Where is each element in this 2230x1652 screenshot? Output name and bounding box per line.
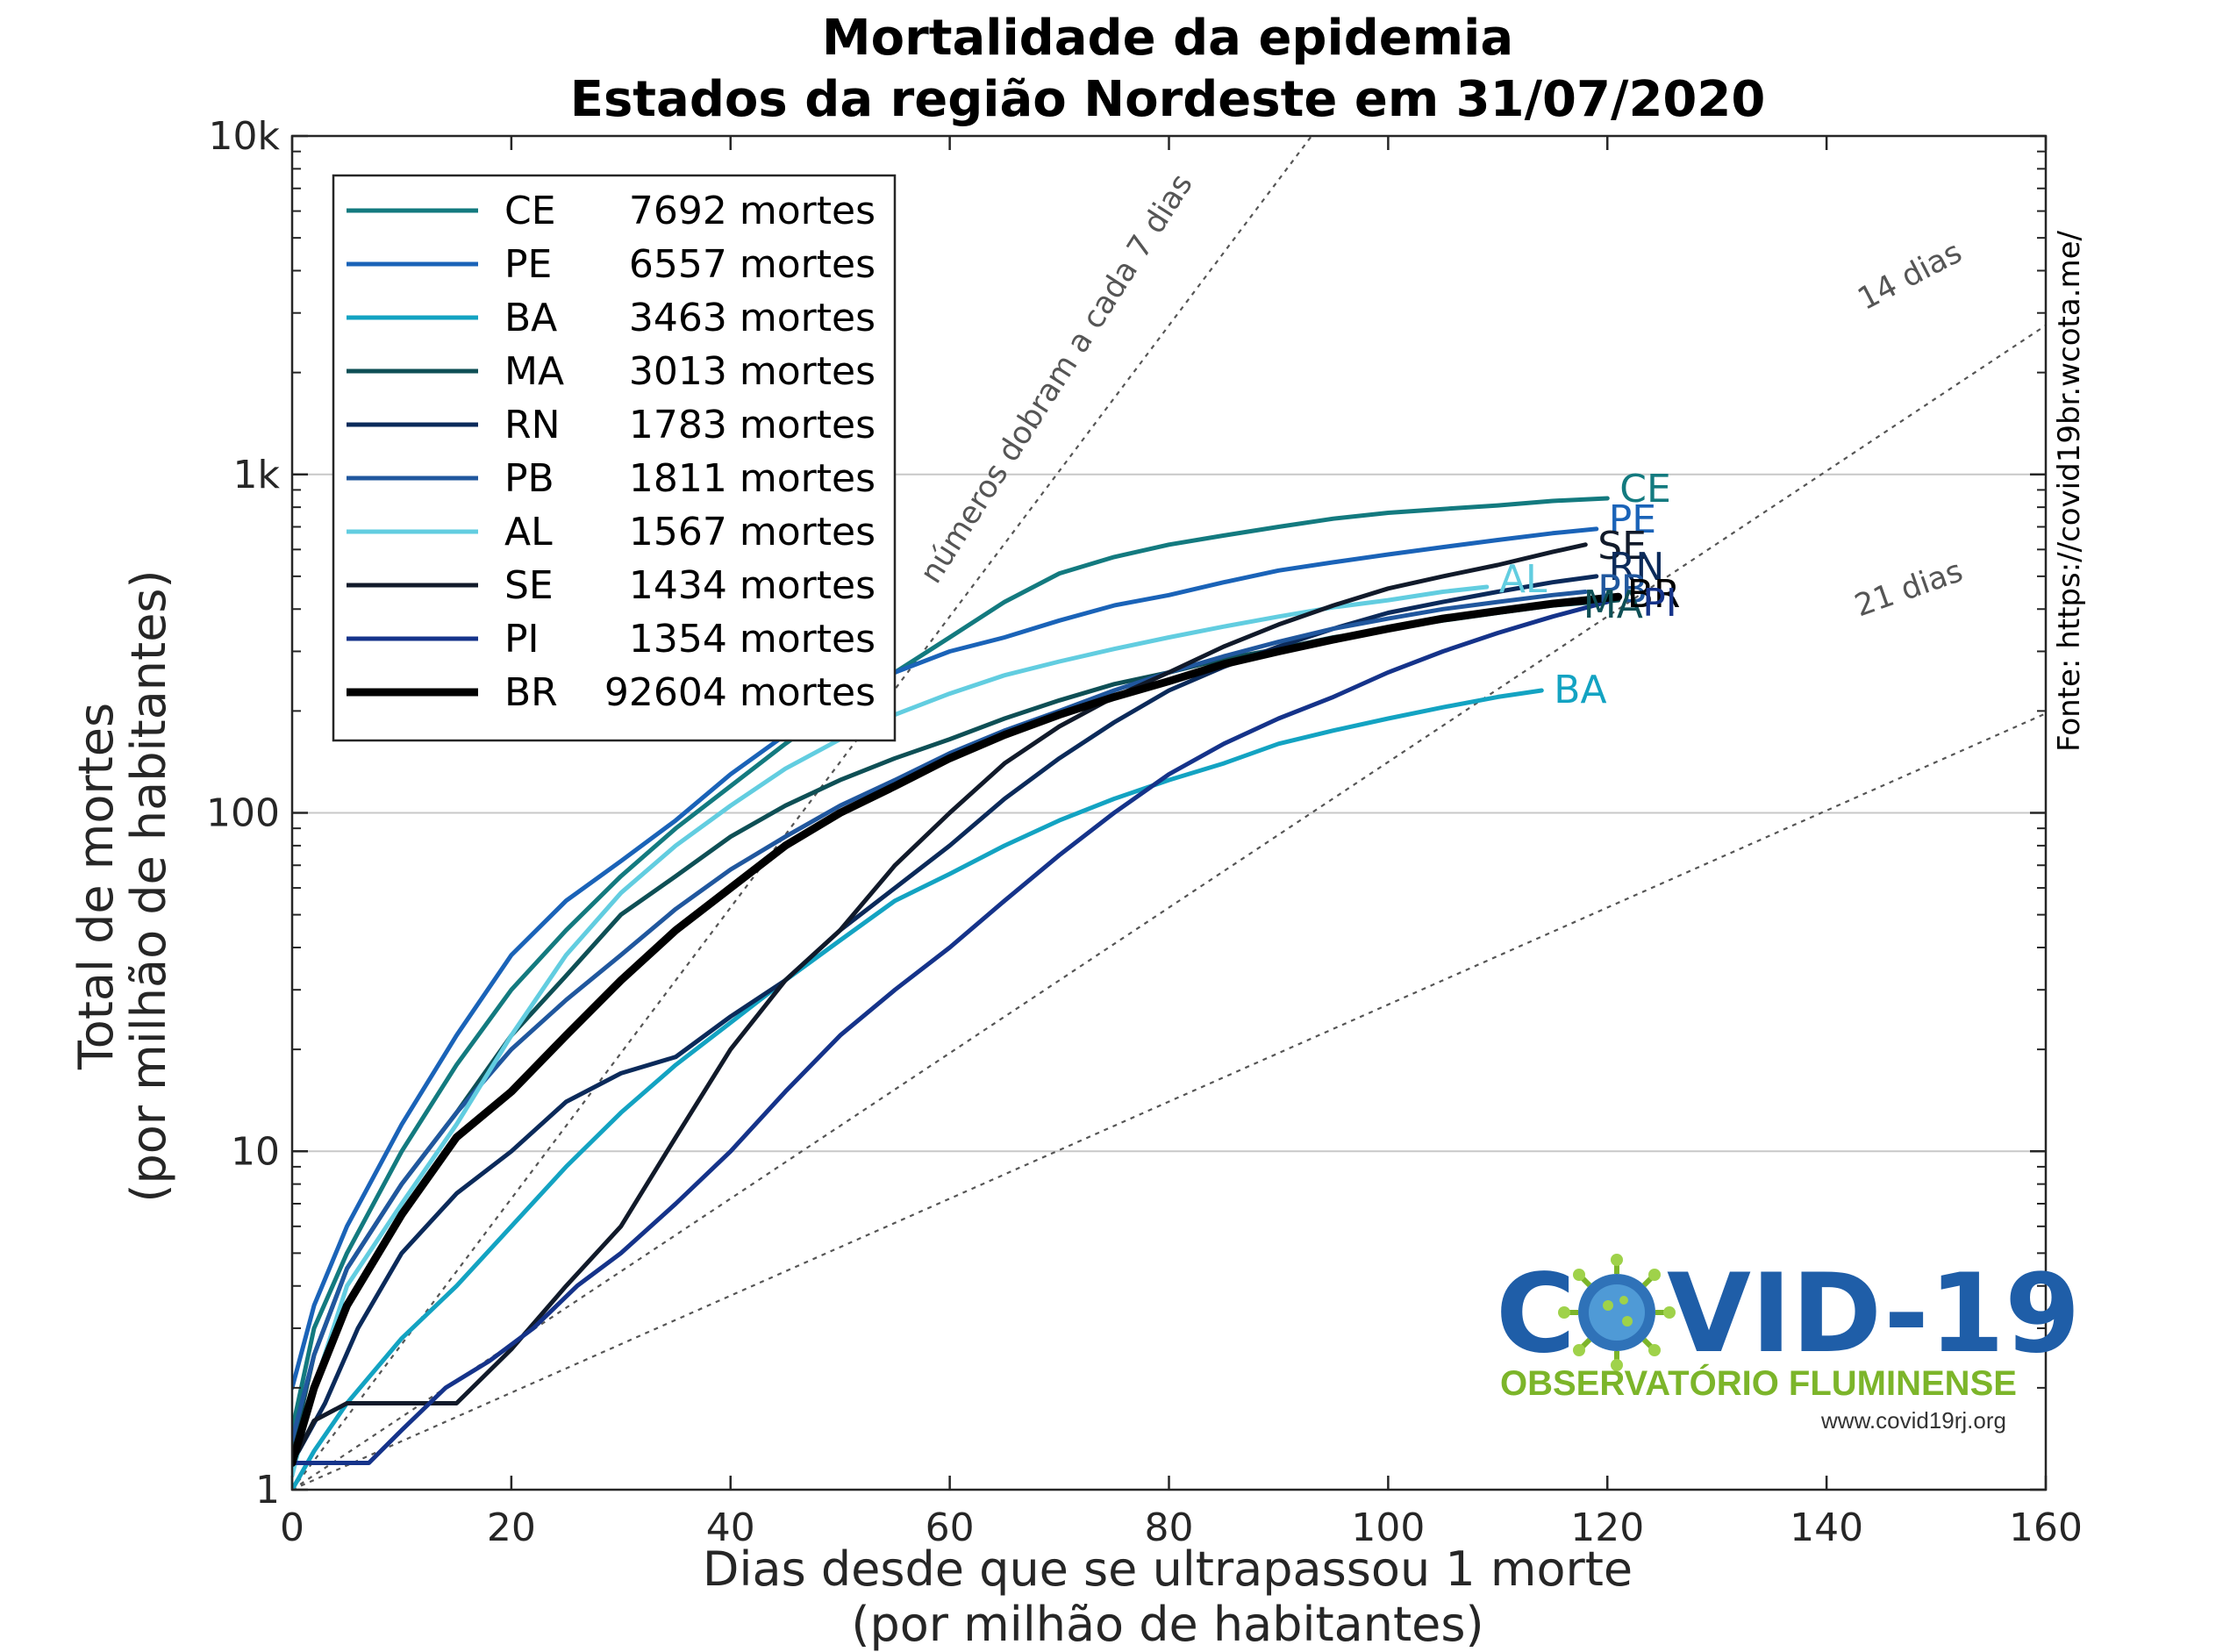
legend-deaths-CE: 7692 mortes <box>629 189 876 233</box>
legend-deaths-PE: 6557 mortes <box>629 242 876 287</box>
logo-subtitle: OBSERVATÓRIO FLUMINENSE <box>1500 1362 2017 1403</box>
x-tick-label-0: 0 <box>280 1505 304 1550</box>
legend-name-BA: BA <box>504 296 557 340</box>
series-line-PI <box>292 599 1610 1465</box>
series-line-BA <box>292 688 1544 1490</box>
legend: CE 7692 mortes PE 6557 mortes BA 3463 mortes M… <box>332 174 897 742</box>
y-tick-label-100: 100 <box>206 791 280 836</box>
end-label-BR: BR <box>1627 572 1681 617</box>
end-label-CE: CE <box>1619 467 1671 511</box>
series-line-PB <box>292 590 1588 1443</box>
legend-name-CE: CE <box>504 189 556 233</box>
x-axis-label-line2: (por milhão de habitantes) <box>851 1597 1483 1652</box>
y-axis-label-line2: (por milhão de habitantes) <box>121 569 176 1202</box>
doubling-line-7d <box>292 136 1313 1490</box>
chart-title-line1: Mortalidade da epidemia <box>822 10 1513 67</box>
legend-name-MA: MA <box>504 349 564 394</box>
legend-deaths-BA: 3463 mortes <box>629 296 876 340</box>
end-label-PB: PB <box>1597 568 1647 612</box>
series-line-PE <box>292 526 1599 1391</box>
y-tick-label-10k: 10k <box>209 114 281 159</box>
end-label-PI: PI <box>1642 581 1677 626</box>
tick-labels: 0 20 40 60 80 100 120 140 160 1 10 100 1k 10k <box>206 114 2083 1550</box>
legend-deaths-MA: 3013 mortes <box>629 349 876 394</box>
legend-name-RN: RN <box>504 403 561 447</box>
logo-title-right: VID-19 <box>1667 1251 2080 1377</box>
legend-name-PE: PE <box>504 242 552 287</box>
covid19-logo: C <box>1496 1251 2080 1434</box>
legend-deaths-PB: 1811 mortes <box>629 456 876 501</box>
coronavirus-icon <box>1558 1254 1676 1371</box>
doubling-line-14d <box>292 324 2046 1490</box>
end-label-AL: AL <box>1499 557 1547 602</box>
doubling-label-21d: 21 dias <box>1850 554 1967 624</box>
legend-name-PB: PB <box>504 456 554 501</box>
chart-title-line2: Estados da região Nordeste em 31/07/2020 <box>570 71 1766 128</box>
x-tick-label-100: 100 <box>1351 1505 1425 1550</box>
end-label-SE: SE <box>1597 524 1647 569</box>
legend-deaths-SE: 1434 mortes <box>629 563 876 608</box>
legend-name-PI: PI <box>504 617 540 662</box>
x-tick-label-20: 20 <box>487 1505 536 1550</box>
series-line-SE <box>292 542 1588 1465</box>
y-tick-label-10: 10 <box>231 1129 280 1174</box>
legend-deaths-RN: 1783 mortes <box>629 403 876 447</box>
x-tick-label-40: 40 <box>706 1505 755 1550</box>
end-label-RN: RN <box>1609 545 1665 590</box>
x-tick-label-160: 160 <box>2009 1505 2083 1550</box>
doubling-label-14d: 14 dias <box>1853 235 1968 318</box>
x-tick-label-140: 140 <box>1790 1505 1863 1550</box>
source-text: Fonte: https://covid19br.wcota.me/ <box>2052 230 2087 752</box>
x-tick-label-80: 80 <box>1145 1505 1194 1550</box>
doubling-line-21d <box>292 712 2046 1490</box>
doubling-label-7d: números dobram a cada 7 dias <box>913 168 1199 590</box>
legend-name-AL: AL <box>504 510 553 554</box>
series-line-BR <box>292 592 1623 1467</box>
reference-lines-clipped <box>292 136 2046 1490</box>
y-tick-label-1k: 1k <box>233 453 281 497</box>
y-tick-label-1: 1 <box>255 1468 280 1513</box>
x-tick-label-120: 120 <box>1570 1505 1644 1550</box>
series-lines <box>292 496 1623 1490</box>
x-axis-label-line1: Dias desde que se ultrapassou 1 morte <box>703 1541 1633 1597</box>
end-label-MA: MA <box>1583 583 1643 627</box>
series-line-CE <box>292 496 1610 1433</box>
legend-deaths-PI: 1354 mortes <box>629 617 876 662</box>
legend-deaths-AL: 1567 mortes <box>629 510 876 554</box>
axes-frame <box>290 134 2048 1491</box>
series-line-RN <box>292 574 1599 1465</box>
end-label-PE: PE <box>1609 497 1656 542</box>
legend-name-SE: SE <box>504 563 554 608</box>
legend-name-BR: BR <box>504 670 558 715</box>
y-axis-label-line1: Total de mortes <box>68 703 124 1070</box>
legend-deaths-BR: 92604 mortes <box>604 670 876 715</box>
end-label-BA: BA <box>1554 668 1606 712</box>
x-tick-label-60: 60 <box>926 1505 975 1550</box>
legend-box <box>332 174 897 742</box>
logo-url: www.covid19rj.org <box>1820 1407 2006 1434</box>
